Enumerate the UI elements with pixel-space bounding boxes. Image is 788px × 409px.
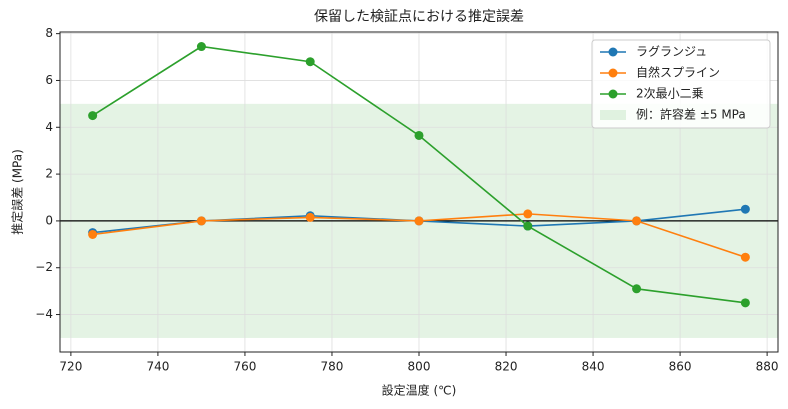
data-point <box>740 252 750 262</box>
data-point <box>305 57 315 67</box>
x-tick-label: 860 <box>669 360 692 374</box>
x-tick-label: 880 <box>756 360 779 374</box>
data-point <box>305 212 315 222</box>
data-point <box>632 284 642 294</box>
y-tick-label: 4 <box>45 120 53 134</box>
y-tick-label: 6 <box>45 73 53 87</box>
legend-swatch <box>600 110 626 120</box>
legend-label: 例：許容差 ±5 MPa <box>636 107 746 122</box>
data-point <box>740 298 750 308</box>
data-point <box>740 204 750 214</box>
data-point <box>523 221 533 231</box>
data-point <box>632 216 642 226</box>
data-point <box>88 111 98 121</box>
x-tick-label: 780 <box>321 360 344 374</box>
legend-label: 自然スプライン <box>636 65 720 80</box>
data-point <box>414 130 424 140</box>
y-tick-label: 0 <box>45 213 53 227</box>
legend-label: ラグランジュ <box>636 45 707 59</box>
y-tick-label: 2 <box>45 167 53 181</box>
legend-marker <box>608 47 618 57</box>
x-tick-label: 820 <box>495 360 518 374</box>
legend-label: 2次最小二乗 <box>636 87 704 101</box>
x-tick-label: 840 <box>582 360 605 374</box>
data-point <box>196 42 206 52</box>
chart-title: 保留した検証点における推定誤差 <box>314 9 524 25</box>
legend-marker <box>608 68 618 78</box>
y-tick-label: −2 <box>35 260 53 274</box>
data-point <box>196 216 206 226</box>
y-tick-label: 8 <box>45 26 53 40</box>
data-point <box>414 216 424 226</box>
x-tick-label: 740 <box>146 360 169 374</box>
y-axis-label: 推定誤差 (MPa) <box>10 149 25 235</box>
data-point <box>523 209 533 219</box>
x-axis-label: 設定温度 (℃) <box>382 383 457 398</box>
legend-box <box>591 39 771 129</box>
x-tick-label: 720 <box>59 360 82 374</box>
plot-frame <box>59 31 779 353</box>
data-point <box>88 229 98 239</box>
y-tick-label: −4 <box>35 307 53 321</box>
legend-marker <box>608 89 618 99</box>
x-tick-label: 760 <box>233 360 256 374</box>
x-tick-label: 800 <box>408 360 431 374</box>
